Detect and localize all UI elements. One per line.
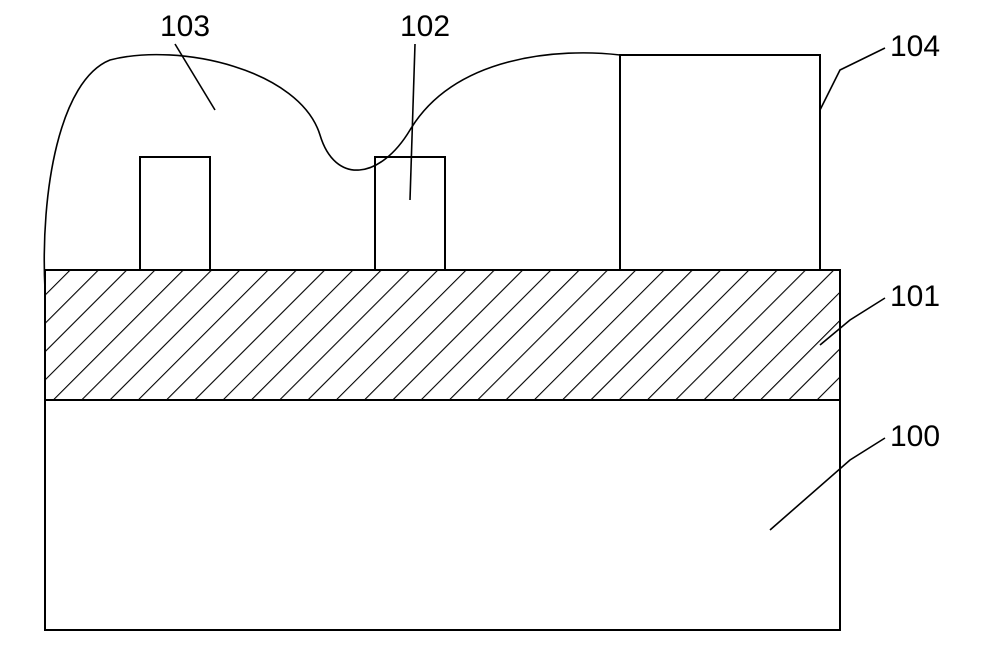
label-100: 100 [890, 420, 940, 454]
label-104: 104 [890, 30, 940, 64]
label-103: 103 [160, 10, 210, 44]
diagram-stage: { "canvas": { "w": 1000, "h": 652 }, "st… [0, 0, 1000, 652]
label-101: 101 [890, 280, 940, 314]
label-102: 102 [400, 10, 450, 44]
diagram-svg [0, 0, 1000, 652]
